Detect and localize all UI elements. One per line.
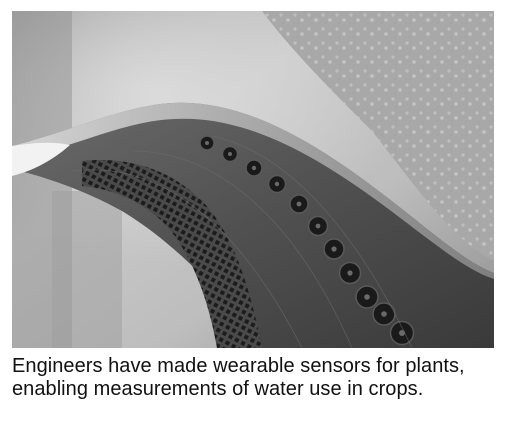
photo-caption: Engineers have made wearable sensors for… [12, 355, 465, 400]
leaf-sensor-photo [12, 11, 494, 348]
